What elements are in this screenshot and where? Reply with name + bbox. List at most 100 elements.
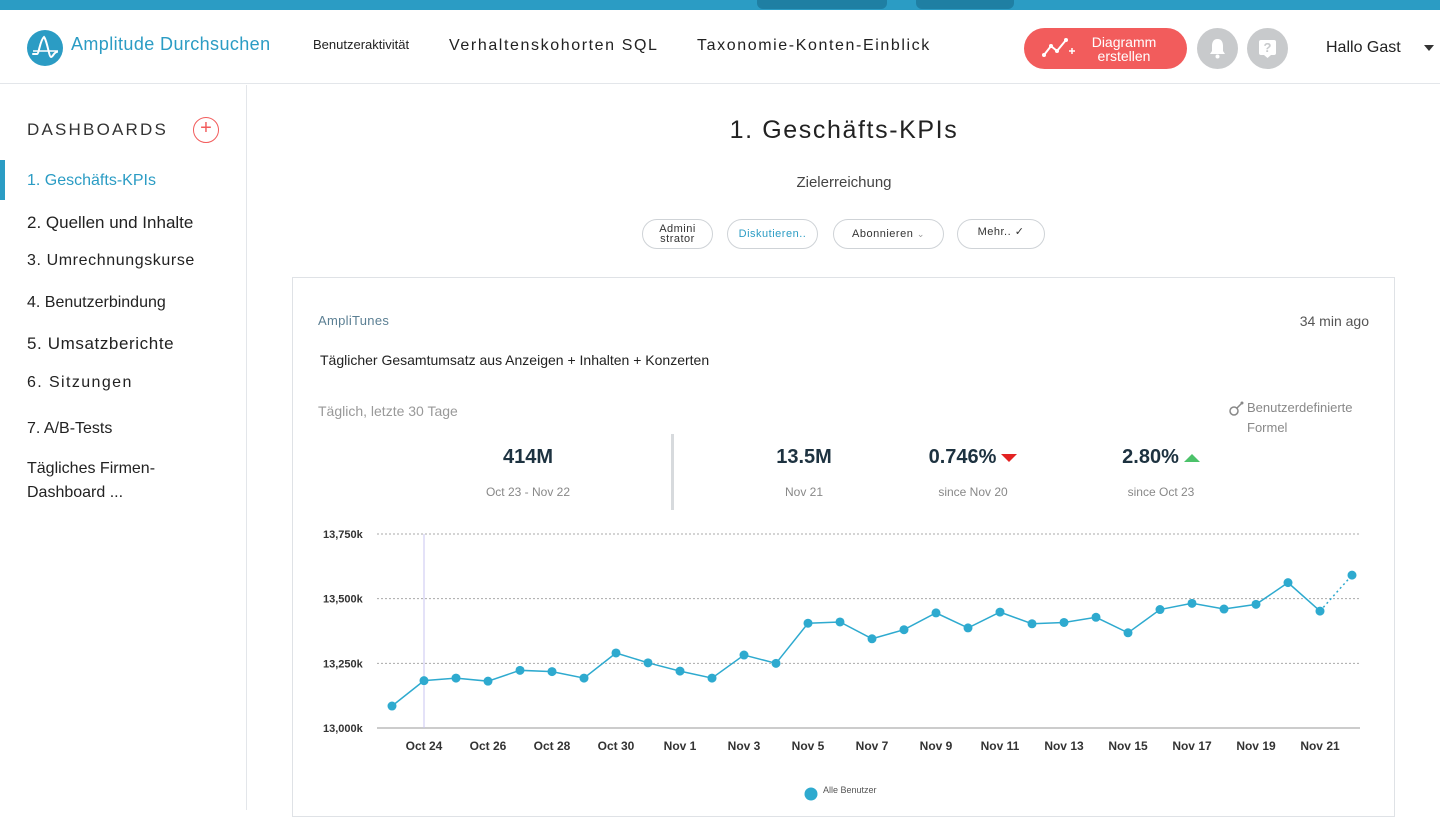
kpi-period-change-label: since Oct 23 (1127, 485, 1195, 499)
help-button[interactable]: ? (1247, 28, 1288, 69)
data-point (931, 608, 941, 618)
updated-time: 34 min ago (1299, 313, 1369, 329)
help-icon: ? (1259, 40, 1276, 58)
series-line-projection (1319, 574, 1353, 612)
data-point (995, 607, 1005, 617)
add-dashboard-button[interactable]: + (193, 117, 219, 143)
data-point (1283, 578, 1293, 588)
y-tick-label: 13,750k (323, 529, 364, 541)
kpi-latest-date: Nov 21 (784, 485, 824, 499)
kpi-divider (671, 434, 674, 510)
data-point (1251, 599, 1261, 609)
active-indicator (0, 160, 5, 200)
data-point (867, 634, 877, 644)
sidebar-item-daily-dashboard[interactable]: Tägliches Firmen- Dashboard ... (27, 460, 156, 501)
amplitude-logo-icon[interactable] (27, 30, 63, 66)
top-strip-tab (757, 0, 887, 9)
formula-icon (1229, 401, 1244, 416)
y-tick-label: 13,500k (323, 594, 364, 606)
sidebar-item-sessions[interactable]: 6. Sitzungen (27, 374, 133, 391)
data-point (387, 701, 397, 711)
owner-label: Admini strator (659, 223, 696, 245)
kpi-total-value: 414M (502, 446, 554, 468)
discuss-label: Diskutieren.. (738, 228, 807, 240)
x-tick-label: Nov 7 (856, 739, 889, 753)
data-point (899, 625, 909, 635)
data-point (1059, 617, 1069, 627)
app-name: AmpliTunes (318, 313, 390, 328)
nav-taxonomy[interactable]: Taxonomie-Konten-Einblick (697, 37, 931, 54)
chevron-down-icon: ⌄ (916, 229, 925, 239)
legend-label: Alle Benutzer (823, 785, 877, 795)
data-point (835, 617, 845, 627)
chart-description[interactable]: Täglicher Gesamtumsatz aus Anzeigen + In… (320, 352, 710, 368)
y-tick-label: 13,250k (323, 658, 364, 670)
x-tick-label: Oct 28 (534, 739, 571, 753)
subscribe-button[interactable]: Abonnieren ⌄ (833, 219, 944, 249)
create-chart-button[interactable]: Diagramm erstellen (1024, 28, 1187, 69)
data-point (547, 667, 557, 677)
sidebar-item-revenue[interactable]: 5. Umsatzberichte (27, 334, 175, 353)
x-tick-label: Nov 1 (664, 739, 697, 753)
data-point (771, 658, 781, 668)
discuss-button[interactable]: Diskutieren.. (727, 219, 818, 249)
data-point (1155, 605, 1165, 615)
data-point (963, 623, 973, 633)
arrow-up-icon (1183, 453, 1200, 462)
x-tick-label: Oct 30 (598, 739, 635, 753)
x-tick-label: Nov 11 (981, 739, 1020, 753)
data-point (451, 673, 461, 683)
x-tick-label: Nov 21 (1300, 739, 1340, 753)
arrow-down-icon (1001, 453, 1018, 462)
data-point (643, 658, 653, 668)
data-point (1219, 604, 1229, 614)
sidebar-item-sources[interactable]: 2. Quellen und Inhalte (27, 213, 194, 232)
more-button[interactable]: Mehr.. ✓ (957, 219, 1045, 249)
user-menu[interactable]: Hallo Gast (1326, 39, 1401, 56)
sidebar: DASHBOARDS + 1. Geschäfts-KPIs 2. Quelle… (0, 85, 247, 810)
y-tick-label: 13,000k (323, 723, 364, 735)
kpi-daily-change: 0.746% (893, 446, 1053, 469)
x-tick-label: Nov 5 (792, 739, 825, 753)
kpi-daily-change-label: since Nov 20 (938, 485, 1008, 499)
x-tick-label: Oct 26 (470, 739, 507, 753)
sidebar-item-retention[interactable]: 4. Benutzerbindung (27, 294, 166, 311)
kpi-period-change: 2.80% (1081, 446, 1241, 469)
data-point (675, 666, 685, 676)
series-line (391, 581, 1321, 707)
x-tick-label: Nov 17 (1172, 739, 1212, 753)
nav-behavioral-cohorts[interactable]: Verhaltenskohorten SQL (449, 37, 659, 54)
kpi-daily-change-value: 0.746% (928, 446, 997, 468)
sidebar-item-business-kpis[interactable]: 1. Geschäfts-KPIs (27, 172, 156, 189)
data-point (1315, 606, 1325, 616)
notifications-button[interactable] (1197, 28, 1238, 69)
revenue-line-chart[interactable]: 13,000k 13,250k 13,500k 13,750k Oct 24 Oct 26… (293, 278, 1394, 808)
x-tick-label: Nov 13 (1044, 739, 1084, 753)
data-point (707, 673, 717, 683)
top-strip-tab (916, 0, 1014, 9)
kpi-latest-value: 13.5M (776, 446, 832, 468)
chevron-down-icon[interactable] (1424, 45, 1434, 51)
custom-formula[interactable]: Benutzerdefinierte Formel (1228, 398, 1388, 438)
chart-card: AmpliTunes 34 min ago Täglicher Gesamtum… (292, 277, 1395, 817)
data-point (1187, 598, 1197, 608)
page-title: 1. Geschäfts-KPIs (729, 116, 959, 144)
create-chart-label: Diagramm erstellen (1091, 34, 1157, 64)
sidebar-item-conversion[interactable]: 3. Umrechnungskurse (27, 252, 195, 269)
x-tick-label: Nov 15 (1108, 739, 1148, 753)
data-point (803, 618, 813, 628)
sidebar-title: DASHBOARDS (27, 120, 169, 139)
data-point (1027, 619, 1037, 629)
owner-button[interactable]: Admini strator (642, 219, 713, 249)
legend-marker (804, 787, 818, 801)
brand-name[interactable]: Amplitude Durchsuchen (71, 34, 271, 54)
data-point (1123, 628, 1133, 638)
x-tick-label: Nov 9 (920, 739, 953, 753)
x-tick-label: Nov 3 (728, 739, 761, 753)
sidebar-item-ab-tests[interactable]: 7. A/B-Tests (27, 420, 113, 437)
top-header: Amplitude Durchsuchen Benutzeraktivität … (0, 10, 1440, 84)
nav-user-activity[interactable]: Benutzeraktivität (313, 37, 410, 52)
chart-plus-icon (1042, 38, 1075, 57)
kpi-period-change-value: 2.80% (1122, 446, 1179, 468)
data-point (1091, 612, 1101, 622)
